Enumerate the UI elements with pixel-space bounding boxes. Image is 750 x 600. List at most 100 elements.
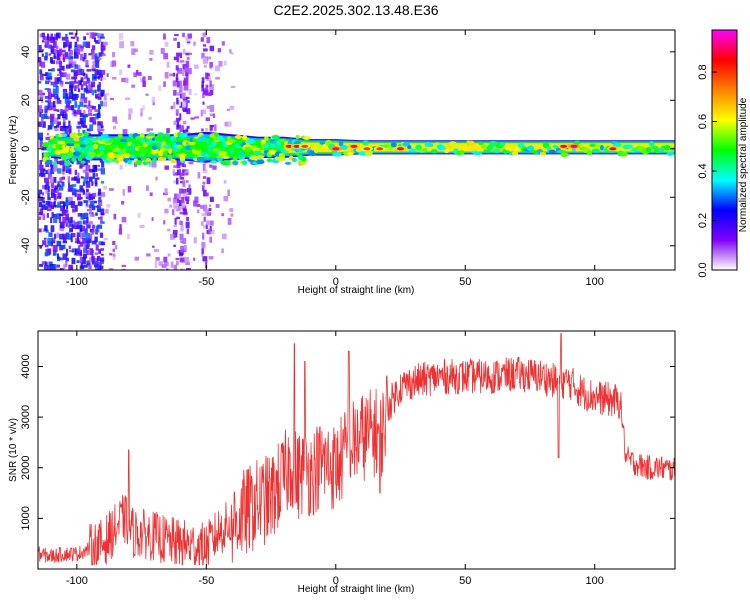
noise-cell (76, 84, 80, 89)
band-blob (167, 154, 173, 159)
x-tick-label: 0 (333, 575, 339, 587)
noise-cell (89, 117, 94, 123)
noise-cell (57, 57, 62, 64)
noise-cell (96, 177, 100, 180)
noise-cell (47, 205, 52, 208)
chart-title: C2E2.2025.302.13.48.E36 (273, 2, 438, 18)
noise-cell (67, 225, 73, 228)
noise-cell (77, 201, 83, 206)
noise-cell (85, 228, 88, 234)
noise-cell (52, 88, 57, 95)
noise-cell (206, 105, 210, 109)
noise-cell (227, 121, 232, 127)
noise-cell (97, 112, 101, 119)
noise-cell (47, 72, 52, 78)
noise-cell (70, 216, 73, 223)
noise-cell (94, 236, 98, 243)
noise-cell (151, 217, 154, 221)
noise-cell (227, 217, 232, 225)
noise-cell (48, 92, 52, 100)
noise-cell (48, 252, 52, 255)
noise-cell (183, 77, 189, 85)
noise-cell (42, 168, 46, 172)
noise-cell (86, 237, 92, 243)
noise-cell (205, 224, 208, 229)
noise-cell (53, 105, 57, 110)
noise-cell (41, 172, 46, 177)
noise-cell (182, 48, 186, 55)
noise-cell (166, 128, 170, 134)
noise-cell (68, 61, 74, 68)
noise-cell (45, 100, 50, 103)
noise-cell (95, 212, 98, 216)
noise-cell (179, 212, 185, 215)
noise-cell (100, 48, 104, 55)
noise-cell (182, 193, 188, 200)
noise-cell (167, 228, 171, 232)
noise-cell (68, 181, 71, 189)
noise-cell (56, 253, 60, 260)
band-blob (41, 142, 50, 148)
noise-cell (88, 84, 93, 91)
noise-cell (101, 70, 106, 75)
noise-cell (209, 236, 213, 243)
colorbar-tick-label: 0.4 (697, 163, 709, 178)
noise-cell (109, 188, 114, 191)
noise-cell (64, 37, 69, 41)
noise-cell (173, 37, 177, 41)
noise-cell (167, 253, 171, 257)
noise-cell (57, 73, 60, 76)
noise-cell (85, 73, 88, 78)
noise-cell (182, 268, 185, 270)
noise-cell (41, 113, 46, 120)
noise-cell (39, 141, 43, 148)
band-blob (141, 149, 149, 154)
noise-cell (179, 93, 183, 99)
noise-cell (82, 169, 87, 173)
band-blob (64, 160, 71, 166)
noise-cell (215, 65, 220, 72)
noise-cell (135, 69, 139, 75)
noise-cell (82, 72, 85, 77)
band-blob (645, 146, 652, 153)
noise-cell (201, 253, 204, 257)
noise-cell (80, 97, 85, 101)
noise-cell (125, 77, 129, 83)
noise-cell (76, 225, 81, 229)
x-tick-label: 100 (586, 575, 604, 587)
noise-cell (109, 268, 114, 270)
noise-cell (80, 53, 84, 61)
noise-cell (83, 160, 88, 166)
noise-cell (71, 184, 77, 187)
noise-cell (56, 45, 59, 50)
noise-cell (85, 201, 88, 206)
noise-cell (53, 194, 57, 201)
noise-cell (100, 168, 106, 175)
noise-cell (56, 264, 60, 268)
noise-cell (178, 169, 182, 174)
noise-cell (223, 60, 227, 66)
noise-cell (38, 89, 43, 96)
noise-cell (44, 244, 49, 248)
noise-cell (173, 72, 176, 77)
noise-cell (88, 193, 94, 201)
noise-cell (54, 128, 59, 132)
noise-cell (224, 121, 228, 127)
noise-cell (83, 200, 88, 203)
noise-cell (86, 69, 92, 72)
noise-cell (41, 204, 46, 210)
band-blob (268, 149, 277, 155)
noise-cell (70, 236, 73, 243)
noise-cell (59, 48, 63, 56)
noise-cell (59, 233, 65, 240)
noise-cell (186, 96, 190, 99)
noise-cell (50, 169, 55, 175)
noise-cell (172, 80, 177, 87)
noise-cell (97, 264, 102, 270)
noise-cell (68, 52, 72, 60)
noise-cell (61, 176, 66, 180)
noise-cell (98, 92, 103, 97)
snr-y-ticks: 1000 2000 3000 4000 (20, 354, 675, 531)
noise-cell (206, 73, 211, 77)
noise-cell (182, 169, 187, 172)
